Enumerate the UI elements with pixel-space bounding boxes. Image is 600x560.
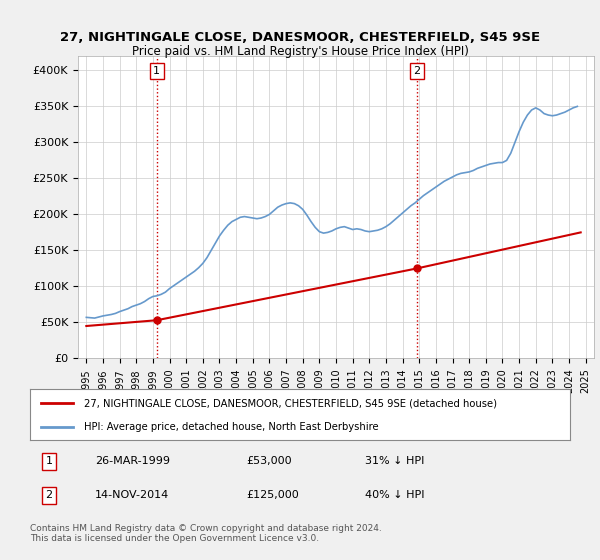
Text: £125,000: £125,000 [246,491,299,500]
Text: £53,000: £53,000 [246,456,292,466]
Text: 27, NIGHTINGALE CLOSE, DANESMOOR, CHESTERFIELD, S45 9SE (detached house): 27, NIGHTINGALE CLOSE, DANESMOOR, CHESTE… [84,398,497,408]
Text: 27, NIGHTINGALE CLOSE, DANESMOOR, CHESTERFIELD, S45 9SE: 27, NIGHTINGALE CLOSE, DANESMOOR, CHESTE… [60,31,540,44]
Text: 2: 2 [413,66,421,76]
Text: 40% ↓ HPI: 40% ↓ HPI [365,491,424,500]
Text: 1: 1 [46,456,52,466]
Text: 31% ↓ HPI: 31% ↓ HPI [365,456,424,466]
Text: HPI: Average price, detached house, North East Derbyshire: HPI: Average price, detached house, Nort… [84,422,379,432]
Text: 14-NOV-2014: 14-NOV-2014 [95,491,169,500]
Text: Contains HM Land Registry data © Crown copyright and database right 2024.
This d: Contains HM Land Registry data © Crown c… [30,524,382,543]
Text: 1: 1 [153,66,160,76]
Text: 26-MAR-1999: 26-MAR-1999 [95,456,170,466]
Text: Price paid vs. HM Land Registry's House Price Index (HPI): Price paid vs. HM Land Registry's House … [131,45,469,58]
Text: 2: 2 [46,491,52,500]
